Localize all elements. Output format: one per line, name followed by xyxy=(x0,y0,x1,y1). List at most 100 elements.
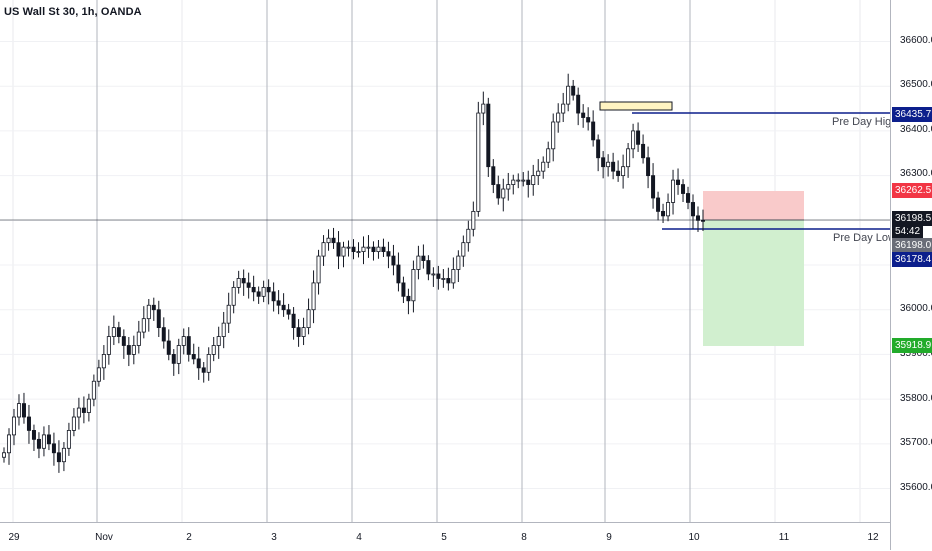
candle-body xyxy=(516,179,521,182)
candle-body xyxy=(11,416,16,436)
candle-body xyxy=(376,246,381,253)
candle-body xyxy=(446,278,451,284)
candle-body xyxy=(51,443,56,454)
candle-body xyxy=(196,358,201,369)
candle-body xyxy=(236,278,241,288)
candle-body xyxy=(486,103,491,168)
bid-badge: 36198.0 xyxy=(892,238,932,253)
candle-body xyxy=(361,246,366,253)
candle-body xyxy=(511,179,516,185)
time-axis[interactable]: 29 Nov 2 3 4 5 8 9 10 11 12 xyxy=(0,522,890,551)
candle-body xyxy=(496,184,501,199)
candle-body xyxy=(56,452,61,463)
candle-body xyxy=(371,246,376,253)
candle-body xyxy=(216,336,221,346)
candle-body xyxy=(91,380,96,400)
time-tick: 2 xyxy=(186,532,192,543)
candle-body xyxy=(281,304,286,311)
candle-body xyxy=(241,278,246,284)
candle-body xyxy=(36,438,41,449)
time-tick: 11 xyxy=(778,532,790,543)
candle-body xyxy=(701,219,706,222)
candle-body xyxy=(671,179,676,203)
time-tick: 29 xyxy=(8,532,20,543)
candle-body xyxy=(2,452,7,458)
candle-body xyxy=(656,197,661,212)
candle-body xyxy=(121,336,126,346)
candle-body xyxy=(126,345,131,355)
candle-body xyxy=(566,85,571,105)
candle-body xyxy=(646,157,651,177)
candle-body xyxy=(291,313,296,329)
candle-body xyxy=(331,237,336,244)
candle-body xyxy=(311,282,316,311)
candle-body xyxy=(546,148,551,163)
candle-body xyxy=(96,367,101,382)
pre-day-low-label: Pre Day Low xyxy=(833,232,890,244)
candle-body xyxy=(611,161,616,172)
candle-body xyxy=(521,179,526,182)
candle-body xyxy=(316,255,321,284)
time-tick: 10 xyxy=(688,532,700,543)
candle-body xyxy=(401,282,406,297)
candle-body xyxy=(276,300,281,306)
candle-body xyxy=(561,103,566,114)
candle-body xyxy=(61,447,66,463)
candle-body xyxy=(146,304,151,320)
candle-body xyxy=(46,434,51,445)
candle-body xyxy=(251,286,256,293)
price-axis[interactable]: 36600.0 36500.0 36400.0 36300.0 36000.0 … xyxy=(890,0,932,550)
candle-body xyxy=(296,327,301,337)
chart-area[interactable]: US Wall St 30, 1h, OANDA Pre Day High Pr… xyxy=(0,0,890,522)
countdown-badge: 54:42 xyxy=(892,224,924,239)
candle-body xyxy=(456,255,461,270)
candle-body xyxy=(301,327,306,337)
candle-body xyxy=(476,112,481,212)
candle-body xyxy=(206,354,211,373)
candle-body xyxy=(391,255,396,266)
candle-body xyxy=(686,193,691,203)
time-tick: 4 xyxy=(356,532,362,543)
price-tick: 36300.0 xyxy=(900,168,932,179)
candle-body xyxy=(31,430,36,440)
candle-body xyxy=(171,354,176,364)
candle-body xyxy=(601,157,606,168)
candle-body xyxy=(201,367,206,373)
candle-body xyxy=(386,251,391,257)
price-tick: 35600.0 xyxy=(900,482,932,493)
symbol-title[interactable]: US Wall St 30, 1h, OANDA xyxy=(4,6,142,18)
candle-body xyxy=(176,345,181,364)
candle-body xyxy=(591,121,596,141)
candle-body xyxy=(221,322,226,337)
candle-body xyxy=(111,327,116,337)
candlestick-chart[interactable] xyxy=(0,0,890,522)
candle-body xyxy=(461,242,466,257)
candle-body xyxy=(596,139,601,159)
candle-body xyxy=(356,251,361,254)
candle-body xyxy=(26,416,31,431)
candle-body xyxy=(226,304,231,324)
candle-body xyxy=(491,166,496,185)
candle-body xyxy=(156,309,161,329)
candle-body xyxy=(6,434,11,454)
candle-body xyxy=(571,85,576,96)
candle-body xyxy=(526,179,531,185)
time-tick: 3 xyxy=(271,532,277,543)
candle-body xyxy=(536,170,541,177)
candle-body xyxy=(256,291,261,297)
time-tick: Nov xyxy=(95,532,113,543)
stop-badge: 36262.5 xyxy=(892,183,932,198)
candle-body xyxy=(231,286,236,306)
candle-body xyxy=(186,336,191,355)
candle-body xyxy=(141,318,146,333)
pre-day-low-badge: 36178.4 xyxy=(892,252,932,267)
candle-body xyxy=(691,202,696,217)
candle-body xyxy=(471,210,476,230)
time-tick: 12 xyxy=(867,532,879,543)
candle-body xyxy=(411,269,416,302)
price-tick: 35800.0 xyxy=(900,393,932,404)
price-tick: 35700.0 xyxy=(900,437,932,448)
pre-day-high-badge: 36435.7 xyxy=(892,107,932,122)
candle-body xyxy=(581,112,586,118)
candle-body xyxy=(541,161,546,172)
